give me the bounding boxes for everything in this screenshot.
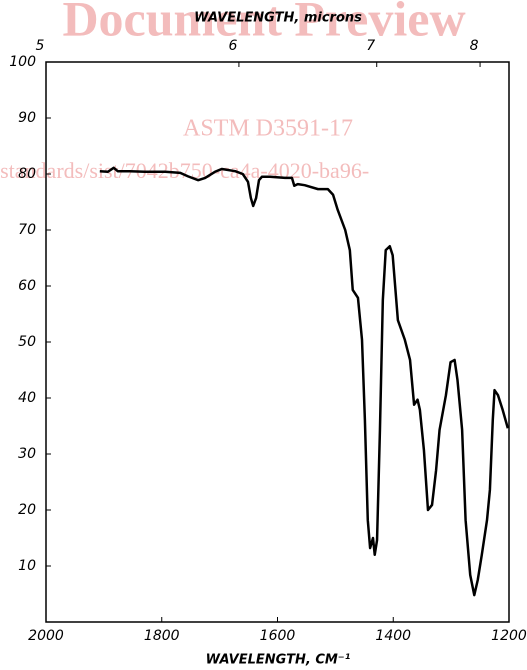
x-axis-title: WAVELENGTH, CM⁻¹ xyxy=(206,653,351,668)
plot-frame xyxy=(45,61,510,623)
top-tick-label: 6 xyxy=(228,38,237,54)
y-tick-label: 60 xyxy=(18,278,36,294)
top-tick-label: 8 xyxy=(470,38,479,54)
y-tick-label: 100 xyxy=(9,54,36,70)
y-tick-label: 80 xyxy=(18,166,36,182)
top-axis-title: WAVELENGTH, microns xyxy=(194,11,362,26)
y-tick-label: 50 xyxy=(18,334,36,350)
spectrum-line xyxy=(99,166,510,597)
y-tick-label: 70 xyxy=(18,222,36,238)
watermark-title: Document Preview xyxy=(62,0,465,46)
watermark-url: /standards/sist/7042b750-ca4a-4020-ba96- xyxy=(0,158,369,183)
x-tick-label: 2000 xyxy=(28,628,64,644)
x-tick-label: 1200 xyxy=(491,628,527,644)
y-tick-label: 20 xyxy=(18,502,36,518)
top-tick-label: 7 xyxy=(366,38,375,54)
x-tick-label: 1800 xyxy=(144,628,180,644)
y-tick-label: 30 xyxy=(18,446,36,462)
watermark-standard: ASTM D3591-17 xyxy=(183,116,353,142)
x-tick-label: 1600 xyxy=(260,628,296,644)
y-tick-label: 90 xyxy=(18,110,36,126)
top-tick-label: 5 xyxy=(36,38,45,54)
y-tick-label: 40 xyxy=(18,390,36,406)
y-tick-label: 10 xyxy=(18,558,36,574)
x-tick-label: 1400 xyxy=(375,628,411,644)
